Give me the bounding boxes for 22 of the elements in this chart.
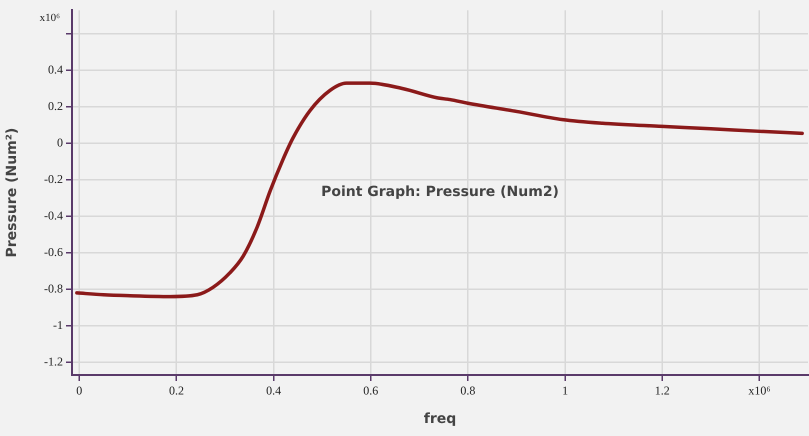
x-axis-title: freq [424,411,456,428]
x-tick-label: 0.4 [266,383,282,398]
x-tick-label: 0 [76,383,82,398]
x-tick-label: 0.6 [363,383,378,398]
y-tick-label: -0.8 [44,281,63,296]
text: x10⁶ [40,12,60,24]
x-tick-label: 1 [562,383,568,398]
x-tick-label: x10⁶ [748,383,771,398]
y-tick-label: -1.2 [44,354,63,368]
y-tick-label: -1 [53,318,63,332]
y-tick-label: -0.6 [44,244,63,259]
x-tick-label: 0.8 [460,383,476,398]
line-series [75,81,804,298]
x-tick-label: 0.2 [168,383,184,398]
x-tick-label: 1.2 [654,383,670,398]
y-tick-label: 0.2 [48,99,63,114]
y-tick-label: -0.2 [44,172,63,186]
y-tick-label: 0.4 [48,62,63,77]
y-tick-label: 0 [57,136,63,150]
y-axis-title: Pressure (Num²) [4,128,20,258]
y-tick-label: -0.4 [44,208,63,222]
text: Point Graph: Pressure (Num2) [321,184,559,200]
